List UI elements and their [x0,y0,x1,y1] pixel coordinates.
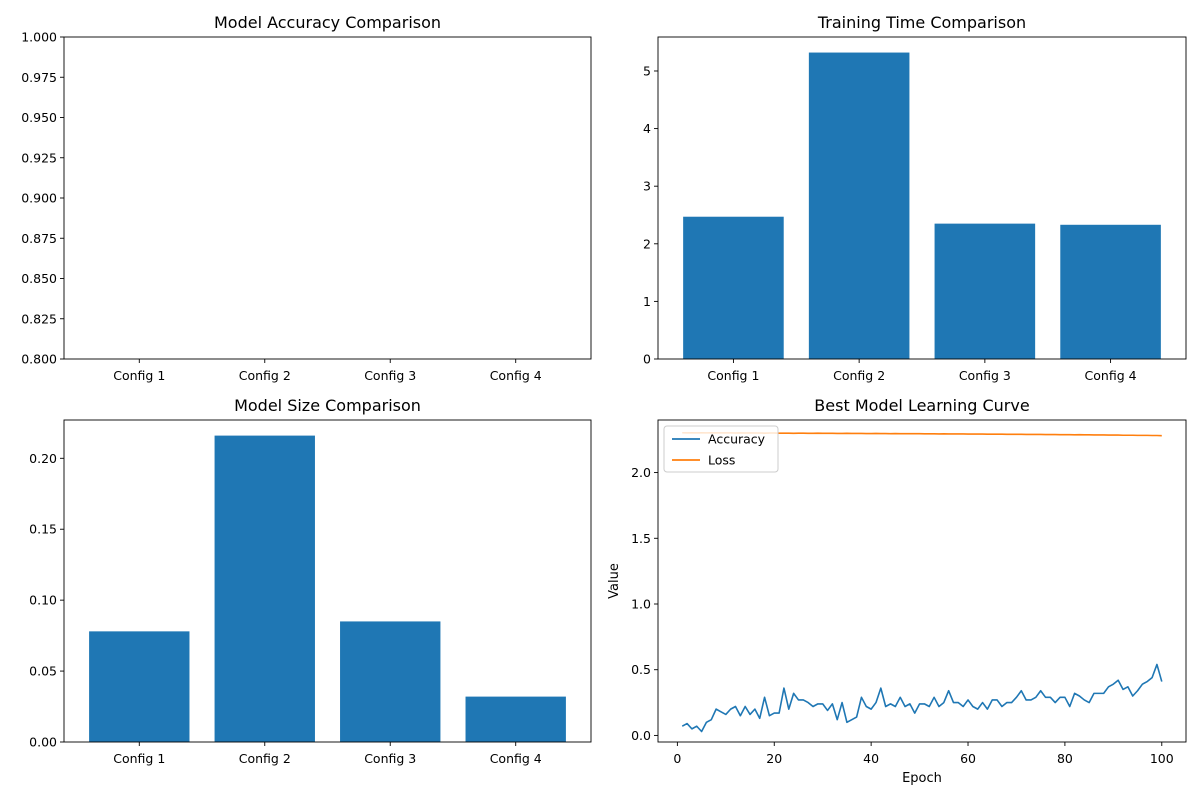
y-tick-label: 1.0 [631,597,651,612]
x-tick-label: 40 [863,751,879,766]
x-tick-label: Config 4 [1085,368,1137,383]
y-tick-label: 0.875 [21,231,57,246]
y-tick-label: 0.825 [21,311,57,326]
x-tick-label: Config 4 [490,368,542,383]
y-tick-label: 0.850 [21,271,57,286]
bar-config-3 [340,621,441,742]
y-tick-label: 1 [643,294,651,309]
y-tick-label: 0.00 [29,735,57,750]
x-tick-label: 20 [766,751,782,766]
bar-config-2 [808,52,910,360]
y-tick-label: 5 [643,63,651,78]
y-tick-label: 0.925 [21,150,57,165]
y-tick-label: 0.950 [21,110,57,125]
x-tick-label: 0 [673,751,681,766]
y-tick-label: 0.800 [21,352,57,367]
y-tick-label: 2.0 [631,465,651,480]
y-tick-label: 0.10 [29,593,57,608]
x-tick-label: 60 [960,751,976,766]
chart-title: Training Time Comparison [817,13,1026,32]
y-axis-label: Value [607,563,622,599]
legend-label-loss: Loss [708,453,735,468]
y-tick-label: 1.000 [21,30,57,45]
y-tick-label: 0 [643,352,651,367]
x-tick-label: Config 4 [490,751,542,766]
axes-frame [657,36,1187,360]
axes-frame [63,36,592,360]
panel-accuracy: Model Accuracy Comparison 0.800 0.825 0.850… [21,13,592,383]
panel-learning-curve: Best Model Learning Curve 0.0 0.5 1.0 1.5 2.0… [607,396,1187,786]
legend: Accuracy Loss [663,425,779,473]
y-tick-label: 3 [643,179,651,194]
x-tick-label: Config 3 [364,368,416,383]
bar-config-3 [934,223,1036,359]
chart-title: Best Model Learning Curve [814,396,1029,415]
axes-frame [657,419,1187,743]
x-tick-label: 80 [1057,751,1073,766]
y-tick-label: 0.5 [631,662,651,677]
x-tick-label: Config 1 [113,368,165,383]
bar-config-4 [465,696,566,742]
bar-config-2 [214,435,315,742]
x-tick-label: Config 1 [113,751,165,766]
x-tick-label: Config 1 [707,368,759,383]
y-tick-label: 0.0 [631,728,651,743]
bar-config-1 [683,216,784,359]
legend-label-accuracy: Accuracy [708,432,766,447]
y-tick-label: 0.05 [29,664,57,679]
chart-title: Model Size Comparison [234,396,421,415]
y-tick-label: 0.900 [21,191,57,206]
y-tick-label: 4 [643,121,651,136]
chart-title: Model Accuracy Comparison [214,13,441,32]
bar-config-4 [1060,224,1161,359]
x-axis-label: Epoch [902,771,942,786]
x-tick-label: Config 2 [239,751,291,766]
x-tick-label: 100 [1150,751,1174,766]
x-tick-label: Config 3 [364,751,416,766]
y-tick-label: 0.20 [29,451,57,466]
panel-model-size: Model Size Comparison 0.00 0.05 0.10 0.15 0.2… [29,396,592,766]
axes-frame [63,419,592,743]
panel-training-time: Training Time Comparison 0 1 2 3 4 5 Config 1 Co… [643,13,1187,383]
x-tick-label: Config 2 [239,368,291,383]
bar-config-1 [89,631,190,742]
y-tick-label: 2 [643,236,651,251]
series-line-accuracy [681,663,1163,733]
x-tick-label: Config 3 [959,368,1011,383]
y-tick-label: 0.15 [29,522,57,537]
y-tick-label: 1.5 [631,531,651,546]
y-tick-label: 0.975 [21,70,57,85]
x-tick-label: Config 2 [833,368,885,383]
